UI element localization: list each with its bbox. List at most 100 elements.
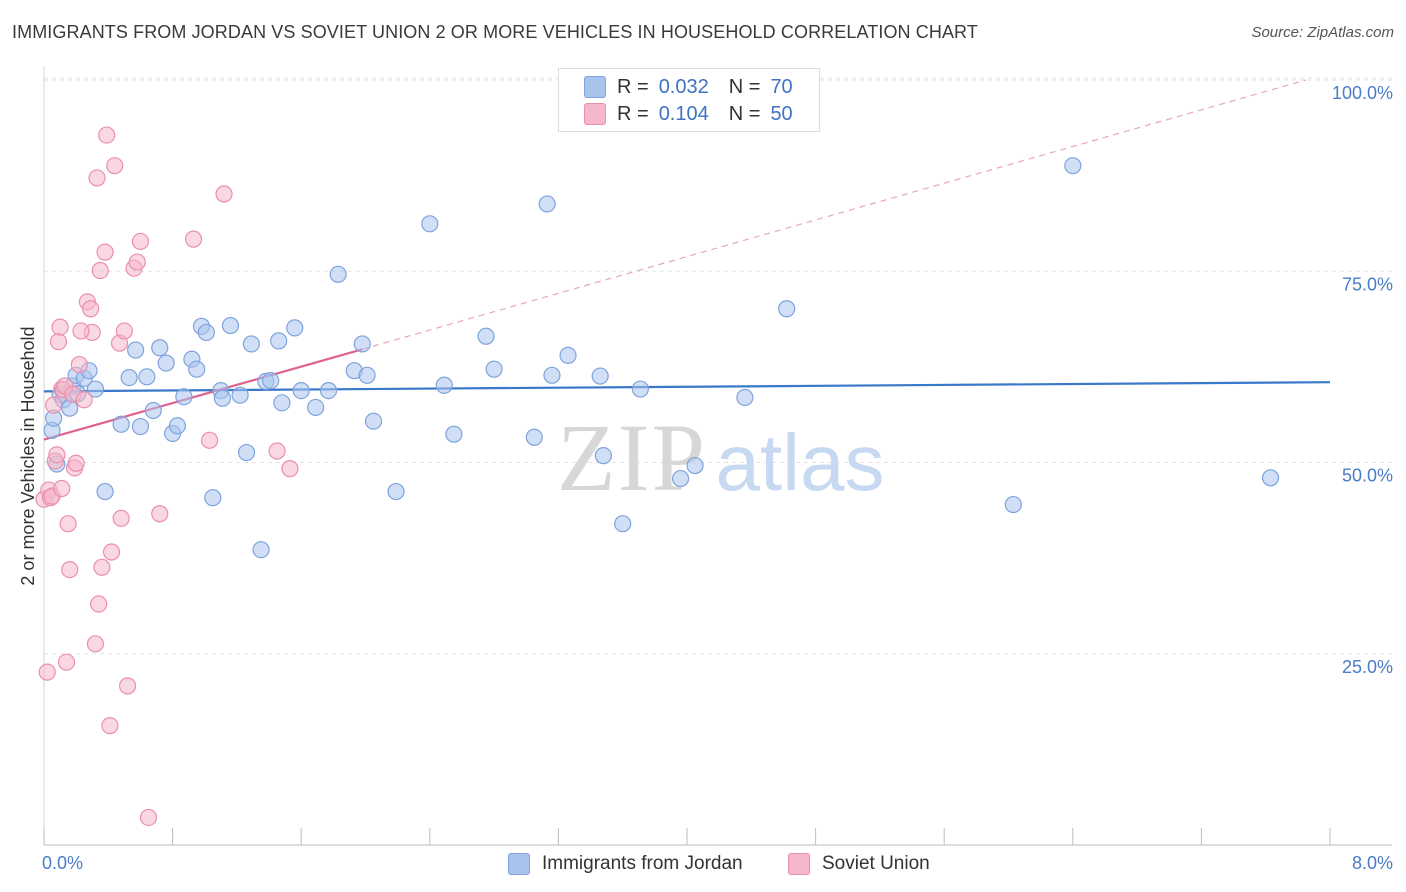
- y-axis-label: 2 or more Vehicles in Household: [18, 326, 38, 585]
- soviet-point: [118, 677, 137, 695]
- soviet-point: [88, 169, 106, 187]
- jordan-point: [237, 443, 256, 462]
- jordan-swatch-icon: [584, 76, 606, 98]
- n-value: 70: [770, 75, 793, 98]
- jordan-point: [329, 265, 347, 283]
- soviet-point: [90, 595, 108, 613]
- soviet-point: [101, 717, 119, 735]
- soviet-point: [61, 560, 79, 579]
- soviet-trend-line: [43, 348, 363, 441]
- soviet-point: [115, 322, 133, 340]
- jordan-point: [86, 380, 105, 398]
- jordan-point: [559, 346, 577, 364]
- jordan-point: [525, 428, 543, 446]
- soviet-swatch-icon: [584, 103, 606, 125]
- grid-lines: [44, 77, 1392, 655]
- soviet-point: [57, 653, 76, 671]
- r-value: 0.032: [658, 75, 709, 98]
- soviet-point: [96, 243, 114, 261]
- trend-lines: [43, 79, 1331, 441]
- jordan-point: [1261, 469, 1280, 487]
- jordan-point: [157, 354, 175, 372]
- soviet-point: [98, 126, 116, 144]
- jordan-point: [591, 367, 609, 385]
- soviet-point: [45, 396, 63, 414]
- soviet-point: [53, 479, 71, 498]
- soviet-point: [215, 185, 233, 203]
- jordan-point: [736, 388, 754, 407]
- jordan-point: [127, 341, 145, 359]
- watermark: ZIP atlas: [557, 404, 884, 511]
- soviet-legend-swatch-icon: [788, 853, 810, 875]
- correlation-legend: R = 0.032 N = 70 R = 0.104 N = 50: [558, 68, 820, 132]
- jordan-point: [671, 469, 690, 488]
- jordan-point: [96, 482, 114, 501]
- legend-row-jordan: R = 0.032 N = 70: [584, 75, 793, 99]
- legend-label-soviet: Soviet Union: [822, 853, 930, 874]
- jordan-legend-swatch-icon: [508, 853, 530, 875]
- jordan-trend-line: [43, 381, 1331, 393]
- jordan-point: [197, 323, 215, 342]
- soviet-point: [70, 355, 88, 374]
- soviet-point: [48, 446, 66, 464]
- jordan-point: [270, 332, 288, 350]
- jordan-point: [188, 360, 206, 378]
- jordan-point: [477, 327, 495, 345]
- jordan-point: [319, 381, 338, 400]
- legend-row-soviet: R = 0.104 N = 50: [584, 102, 793, 126]
- soviet-point: [75, 391, 93, 409]
- jordan-point: [168, 417, 187, 435]
- jordan-point: [631, 380, 649, 398]
- y-tick-label: 100.0%: [1332, 83, 1393, 103]
- soviet-point: [91, 261, 109, 280]
- jordan-point: [151, 339, 169, 357]
- y-tick-label: 25.0%: [1342, 657, 1393, 677]
- watermark-zip: ZIP: [557, 404, 707, 511]
- jordan-point: [144, 401, 162, 420]
- jordan-point: [364, 412, 383, 430]
- legend-item-soviet[interactable]: Soviet Union: [788, 852, 930, 876]
- x-tick-label-min: 0.0%: [42, 853, 83, 873]
- watermark-atlas: atlas: [716, 418, 885, 507]
- n-label: N =: [728, 75, 761, 98]
- soviet-point: [102, 543, 121, 561]
- r-label: R =: [617, 75, 649, 98]
- jordan-point: [387, 482, 405, 501]
- jordan-point: [131, 417, 150, 436]
- r-value: 0.104: [658, 102, 709, 125]
- jordan-point: [242, 335, 260, 353]
- soviet-point: [49, 333, 68, 351]
- jordan-point: [221, 316, 240, 335]
- jordan-point: [421, 215, 439, 233]
- jordan-point: [485, 360, 503, 378]
- jordan-point: [204, 489, 222, 507]
- jordan-point: [614, 515, 632, 533]
- soviet-point: [131, 232, 150, 251]
- soviet-point: [72, 322, 90, 340]
- soviet-point: [86, 635, 105, 653]
- jordan-point: [778, 300, 796, 318]
- tick-labels: 25.0% 50.0% 75.0% 100.0% 0.0% 8.0%: [42, 83, 1393, 873]
- data-points: [35, 126, 1280, 827]
- axes: [43, 66, 1392, 846]
- legend-item-jordan[interactable]: Immigrants from Jordan: [508, 852, 743, 876]
- jordan-point: [262, 372, 280, 390]
- jordan-point: [594, 447, 613, 465]
- n-label: N =: [728, 102, 761, 125]
- jordan-point: [307, 398, 325, 417]
- jordan-point: [112, 415, 130, 433]
- soviet-point: [112, 509, 130, 527]
- soviet-point: [51, 318, 69, 336]
- soviet-point: [38, 663, 56, 681]
- jordan-point: [543, 366, 561, 384]
- jordan-point: [445, 425, 463, 443]
- soviet-point: [93, 558, 111, 576]
- soviet-point: [268, 442, 286, 460]
- jordan-point: [292, 381, 310, 400]
- jordan-point: [1004, 495, 1022, 514]
- jordan-point: [353, 335, 371, 353]
- y-tick-label: 75.0%: [1342, 274, 1393, 294]
- jordan-point: [175, 388, 193, 406]
- soviet-point: [82, 300, 100, 318]
